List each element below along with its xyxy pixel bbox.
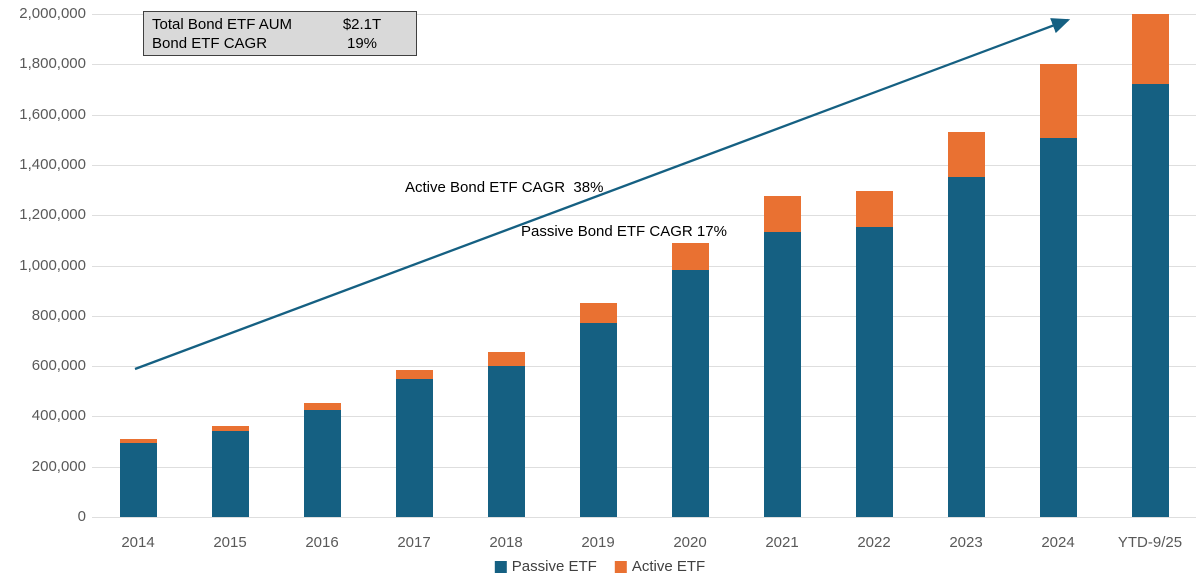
y-axis-tick-label: 1,800,000 <box>19 55 86 73</box>
summary-aum-value: $2.1T <box>342 15 382 33</box>
bar-segment-passive-etf <box>211 431 249 517</box>
bar-segment-active-etf <box>947 132 985 178</box>
y-gridline <box>92 215 1196 217</box>
bar-segment-active-etf <box>395 370 433 380</box>
bar-segment-active-etf <box>1039 64 1077 139</box>
summary-box: Total Bond ETF AUM $2.1T Bond ETF CAGR 1… <box>143 11 417 56</box>
y-axis-tick-label: 1,600,000 <box>19 105 86 123</box>
bar-segment-active-etf <box>671 243 709 271</box>
summary-row-aum: Total Bond ETF AUM $2.1T <box>152 15 408 34</box>
bar-segment-active-etf <box>303 403 341 410</box>
bar-segment-passive-etf <box>763 231 801 517</box>
y-gridline <box>92 366 1196 368</box>
bar-segment-active-etf <box>119 439 157 443</box>
x-axis-tick-label: 2014 <box>121 534 155 551</box>
bar-segment-passive-etf <box>1131 84 1169 517</box>
legend-swatch-icon <box>494 560 507 573</box>
summary-row-cagr: Bond ETF CAGR 19% <box>152 34 408 53</box>
legend-label: Active ETF <box>631 558 706 575</box>
bar-segment-active-etf <box>211 425 249 432</box>
x-axis-tick-label: 2018 <box>489 534 523 551</box>
legend-item-passive-etf: Passive ETF <box>494 558 597 575</box>
x-axis-tick-label: 2017 <box>397 534 431 551</box>
x-axis-tick-label: YTD-9/25 <box>1117 534 1183 551</box>
y-gridline <box>92 416 1196 418</box>
summary-cagr-label: Bond ETF CAGR <box>152 34 268 52</box>
y-axis-tick-label: 1,200,000 <box>19 206 86 224</box>
x-axis-tick-label: 2023 <box>949 534 983 551</box>
y-axis-tick-label: 1,000,000 <box>19 256 86 274</box>
y-gridline <box>92 164 1196 166</box>
summary-aum-label: Total Bond ETF AUM <box>152 15 293 33</box>
active-cagr-annotation: Active Bond ETF CAGR 38% <box>405 179 604 196</box>
y-gridline <box>92 466 1196 468</box>
legend-label: Passive ETF <box>511 558 597 575</box>
bar-segment-passive-etf <box>579 323 617 517</box>
y-axis-tick-label: 0 <box>77 508 86 525</box>
bar-segment-passive-etf <box>855 227 893 517</box>
y-axis-tick-label: 2,000,000 <box>19 5 86 22</box>
bar-segment-passive-etf <box>395 379 433 517</box>
bar-segment-passive-etf <box>487 366 525 517</box>
y-gridline <box>92 265 1196 267</box>
bar-segment-passive-etf <box>947 177 985 517</box>
bar-segment-active-etf <box>579 303 617 324</box>
y-axis-tick-label: 800,000 <box>31 306 86 324</box>
bar-segment-active-etf <box>487 351 525 367</box>
chart-legend: Passive ETF Active ETF <box>494 558 706 575</box>
y-axis-tick-label: 600,000 <box>31 357 86 375</box>
y-axis-tick-label: 1,400,000 <box>19 155 86 173</box>
y-gridline <box>92 64 1196 66</box>
bar-segment-active-etf <box>1131 14 1169 85</box>
x-axis-tick-label: 2024 <box>1041 534 1075 551</box>
x-axis-tick-label: 2019 <box>581 534 615 551</box>
x-axis-tick-label: 2022 <box>857 534 891 551</box>
bar-segment-passive-etf <box>671 270 709 517</box>
bar-segment-active-etf <box>763 196 801 232</box>
legend-item-active-etf: Active ETF <box>614 558 706 575</box>
x-axis-tick-label: 2020 <box>673 534 707 551</box>
legend-swatch-icon <box>614 560 627 573</box>
bar-segment-passive-etf <box>303 409 341 517</box>
bar-segment-active-etf <box>855 191 893 228</box>
x-axis-tick-label: 2021 <box>765 534 799 551</box>
y-gridline <box>92 114 1196 116</box>
bar-segment-passive-etf <box>1039 138 1077 517</box>
bar-segment-passive-etf <box>119 442 157 517</box>
y-axis-tick-label: 200,000 <box>31 457 86 475</box>
y-gridline <box>92 315 1196 317</box>
passive-cagr-annotation: Passive Bond ETF CAGR 17% <box>521 223 727 240</box>
y-axis-tick-label: 400,000 <box>31 407 86 425</box>
summary-cagr-value: 19% <box>346 34 378 52</box>
x-axis-tick-label: 2016 <box>305 534 339 551</box>
y-gridline <box>92 14 1196 15</box>
x-axis-tick-label: 2015 <box>213 534 247 551</box>
y-gridline <box>92 517 1196 518</box>
